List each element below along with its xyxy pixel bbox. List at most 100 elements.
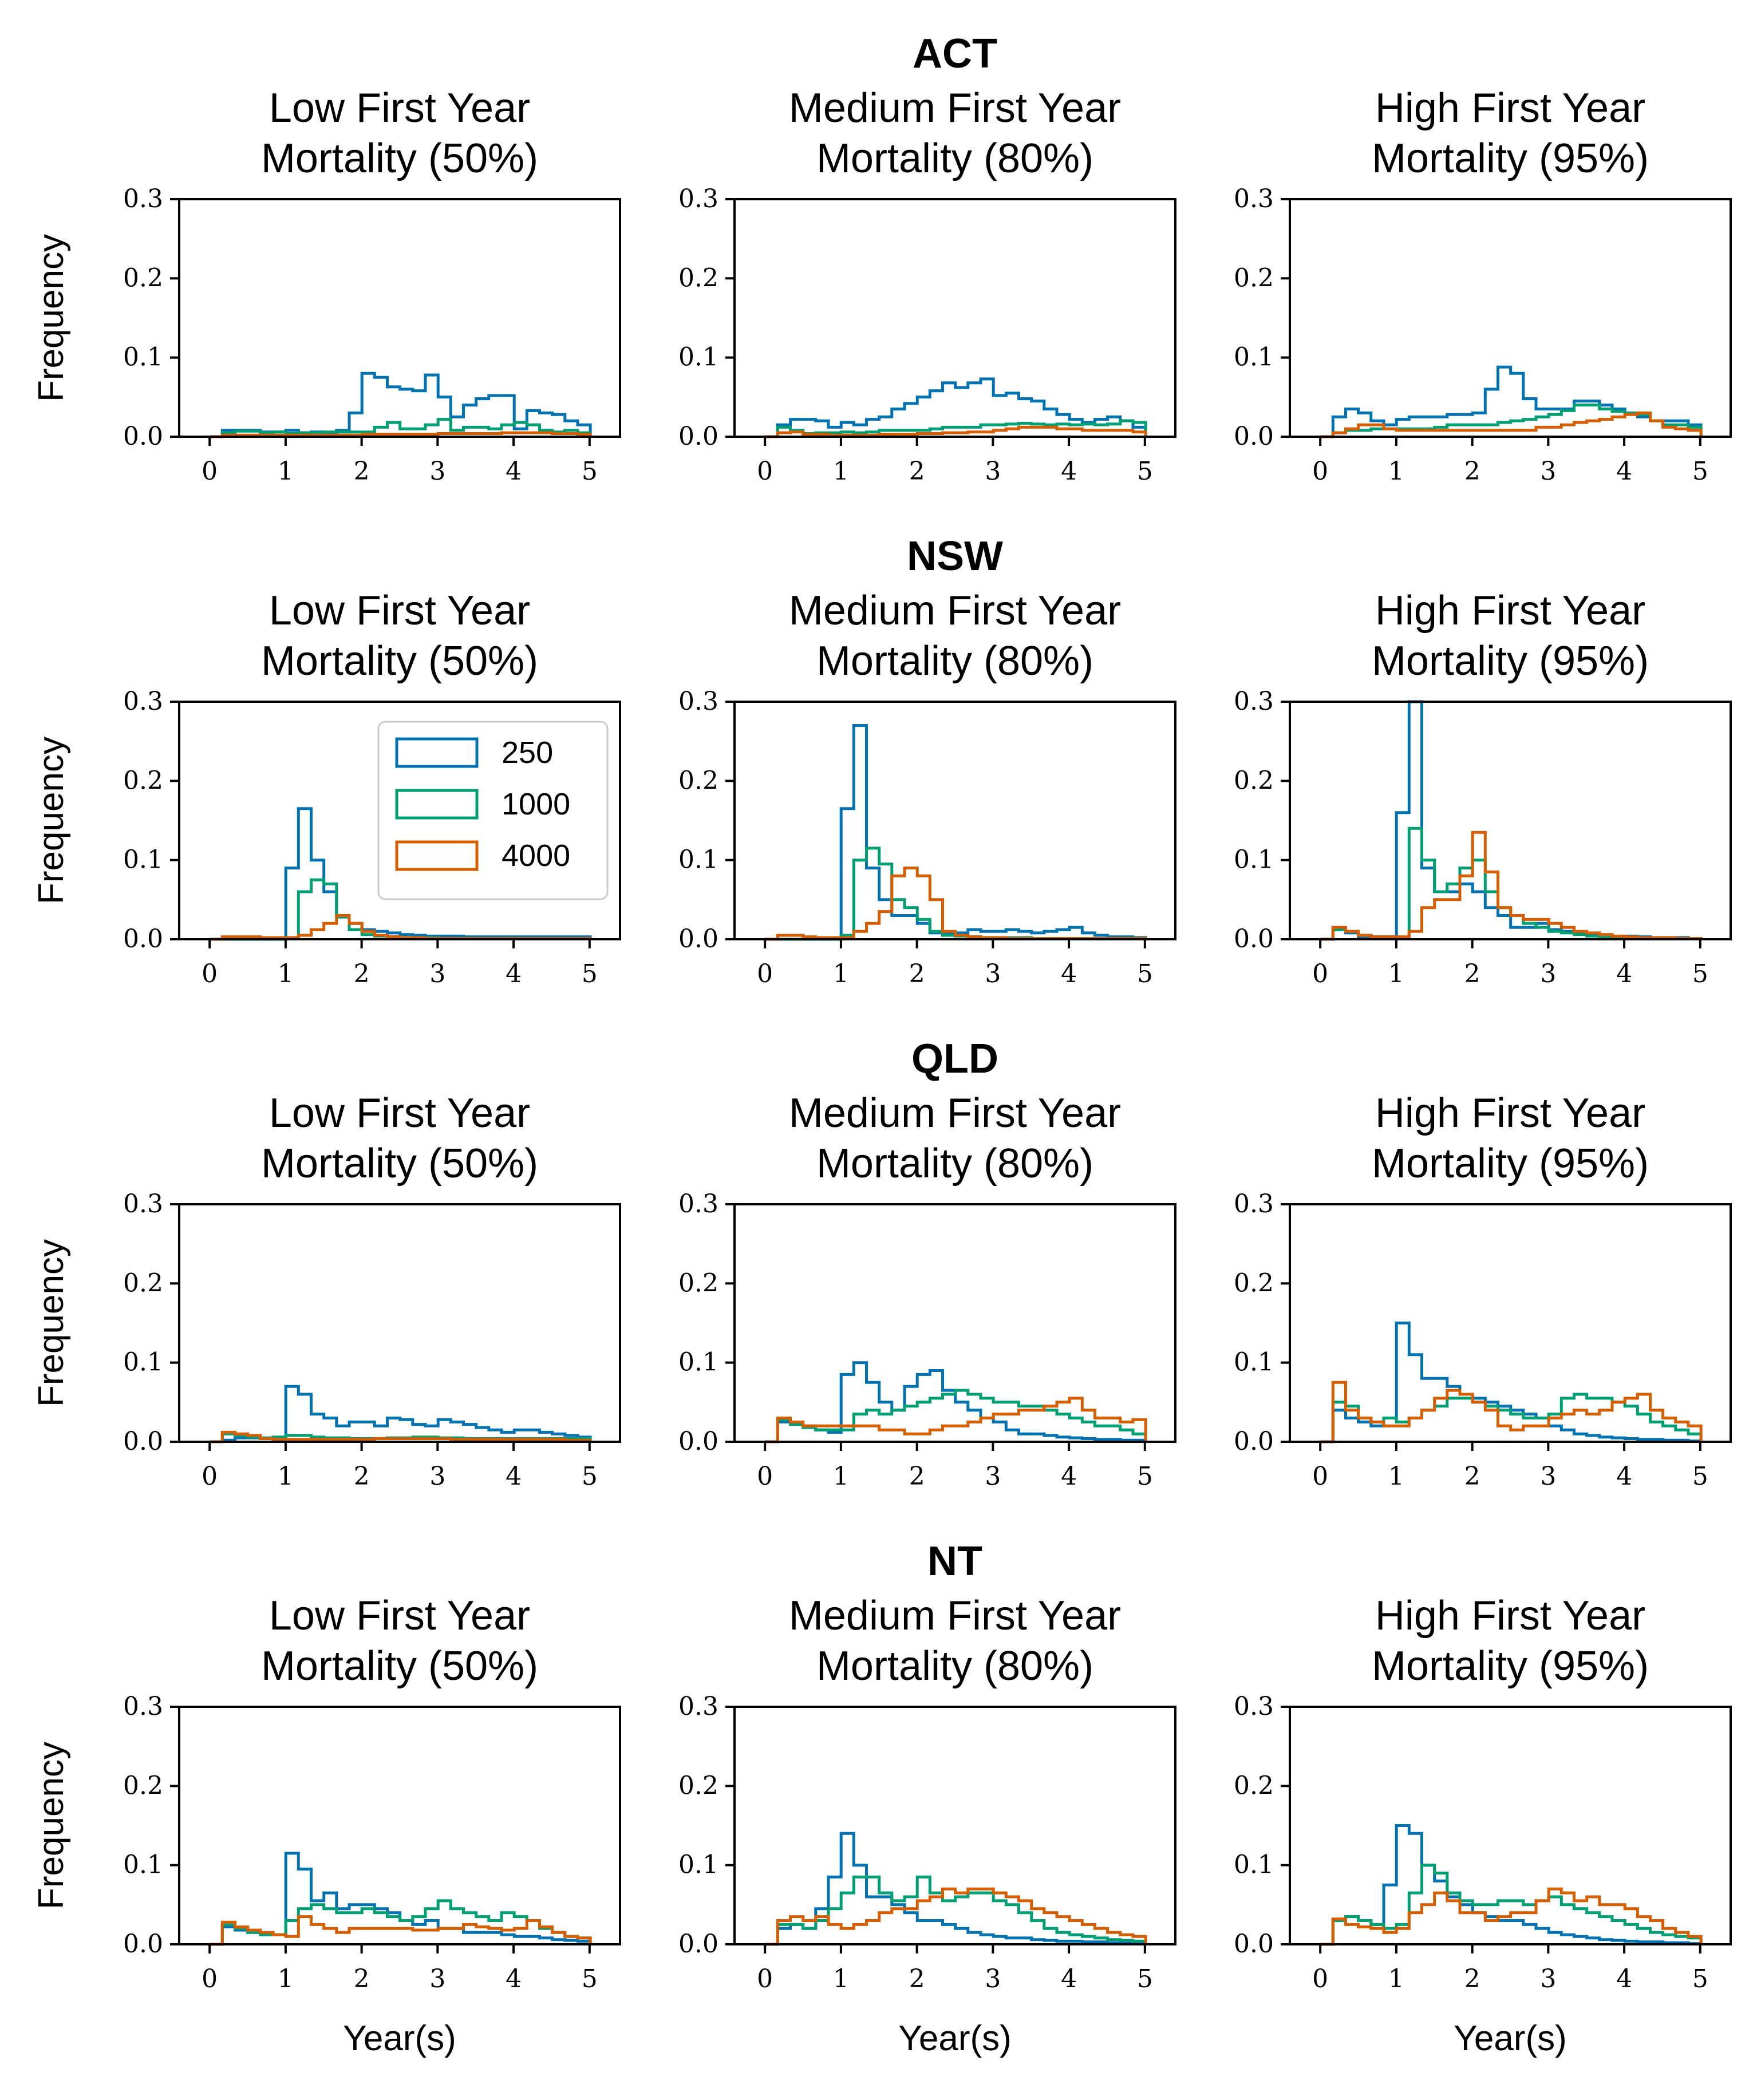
y-tick-label: 0.0 [678,1427,718,1456]
x-tick-label: 0 [202,1462,218,1491]
axes-frame [178,701,621,940]
series-250 [210,1852,592,1946]
series-250 [210,807,592,941]
y-tick-label: 0.2 [123,263,163,292]
panel-title-line1: High First Year [1375,588,1645,634]
series-4000 [210,431,592,438]
panel-title-line2: Mortality (50%) [261,136,538,181]
y-tick-label: 0.3 [1234,1189,1274,1219]
panel-qld-1: Low First Year Mortality (50%) 0.0 0.1 0.2 0.… [31,1090,621,1491]
y-tick-label: 0.0 [123,924,163,954]
panel-title-line1: Low First Year [269,85,530,131]
y-tick-label: 0.1 [678,845,718,875]
legend-swatch-4000 [395,840,479,871]
y-tick-label: 0.2 [123,1771,163,1800]
legend-label-250: 250 [502,735,553,770]
y-tick-label: 0.1 [123,845,163,875]
y-tick-label: 0.0 [123,422,163,451]
y-tick-label: 0.3 [678,1692,718,1721]
panel-title-line2: Mortality (50%) [261,638,538,684]
x-tick-label: 0 [757,1462,773,1491]
x-tick-label: 1 [278,457,294,486]
series-250 [1320,700,1703,941]
y-tick-label: 0.1 [1234,1850,1274,1880]
panel-title-line1: High First Year [1375,1090,1645,1136]
panel-title-line1: Low First Year [269,1090,530,1136]
series-4000 [1320,1887,1703,1946]
x-tick-label: 5 [582,457,598,486]
x-tick-label: 4 [1061,1964,1077,1994]
series-4000 [1320,1381,1703,1443]
x-tick-label: 4 [506,1462,522,1491]
y-tick-label: 0.3 [123,1692,163,1721]
panel-title-line2: Mortality (95%) [1372,1643,1649,1689]
y-tick-label: 0.0 [678,1929,718,1959]
x-tick-label: 2 [354,457,370,486]
series-250 [210,1385,592,1443]
y-axis-label: Frequency [31,1742,71,1909]
series-1000 [1320,1864,1703,1946]
x-tick-label: 0 [202,1964,218,1994]
x-tick-label: 2 [1464,959,1480,988]
panel-title-line2: Mortality (80%) [816,1141,1093,1187]
axes-frame [1289,1706,1732,1945]
x-tick-label: 3 [429,1964,445,1994]
axes-frame [178,1203,621,1443]
x-tick-label: 3 [1540,1964,1556,1994]
y-tick-label: 0.2 [1234,1268,1274,1298]
y-tick-label: 0.1 [678,1348,718,1377]
axes-frame [1289,701,1732,940]
y-tick-label: 0.1 [123,1348,163,1377]
y-tick-label: 0.0 [678,422,718,451]
x-tick-label: 1 [1388,959,1404,988]
y-tick-label: 0.1 [678,1850,718,1880]
y-tick-label: 0.2 [123,766,163,795]
series-4000 [765,1397,1147,1443]
y-tick-label: 0.3 [123,687,163,716]
series-4000 [210,1430,592,1443]
series-4000 [765,867,1147,941]
series-4000 [1320,830,1703,941]
panel-title-line2: Mortality (50%) [261,1643,538,1689]
y-tick-label: 0.3 [1234,1692,1274,1721]
y-axis-label: Frequency [31,737,71,904]
x-tick-label: 4 [1061,457,1077,486]
y-axis-label: Frequency [31,234,71,402]
panel-qld-2: Medium First Year Mortality (80%) 0.0 0.1 0.… [678,1090,1176,1491]
axes-frame [1289,198,1732,438]
x-tick-label: 3 [1540,1462,1556,1491]
x-tick-label: 4 [1616,1964,1632,1994]
x-tick-label: 0 [757,457,773,486]
axes-frame [733,198,1176,438]
axes-frame [733,701,1176,940]
x-tick-label: 4 [506,457,522,486]
series-1000 [765,847,1147,941]
x-tick-label: 1 [278,959,294,988]
x-tick-label: 5 [1692,959,1708,988]
series-4000 [1320,412,1703,438]
panel-title-line2: Mortality (80%) [816,1643,1093,1689]
x-tick-label: 1 [833,457,849,486]
x-tick-label: 4 [1616,457,1632,486]
panel-title-line2: Mortality (95%) [1372,638,1649,684]
panel-title-line2: Mortality (50%) [261,1141,538,1187]
legend-box [377,721,609,900]
x-tick-label: 0 [1312,1462,1328,1491]
series-250 [765,377,1147,438]
series-1000 [765,419,1147,438]
x-tick-label: 5 [582,1462,598,1491]
series-250 [765,724,1147,941]
y-tick-label: 0.1 [678,343,718,372]
legend-swatch-1000 [395,789,479,820]
y-tick-label: 0.0 [1234,924,1274,954]
x-tick-label: 5 [1137,1462,1153,1491]
y-tick-label: 0.0 [1234,1929,1274,1959]
x-tick-label: 5 [1692,1462,1708,1491]
axes-frame [178,1706,621,1945]
panel-title-line1: High First Year [1375,85,1645,131]
x-tick-label: 5 [1137,457,1153,486]
